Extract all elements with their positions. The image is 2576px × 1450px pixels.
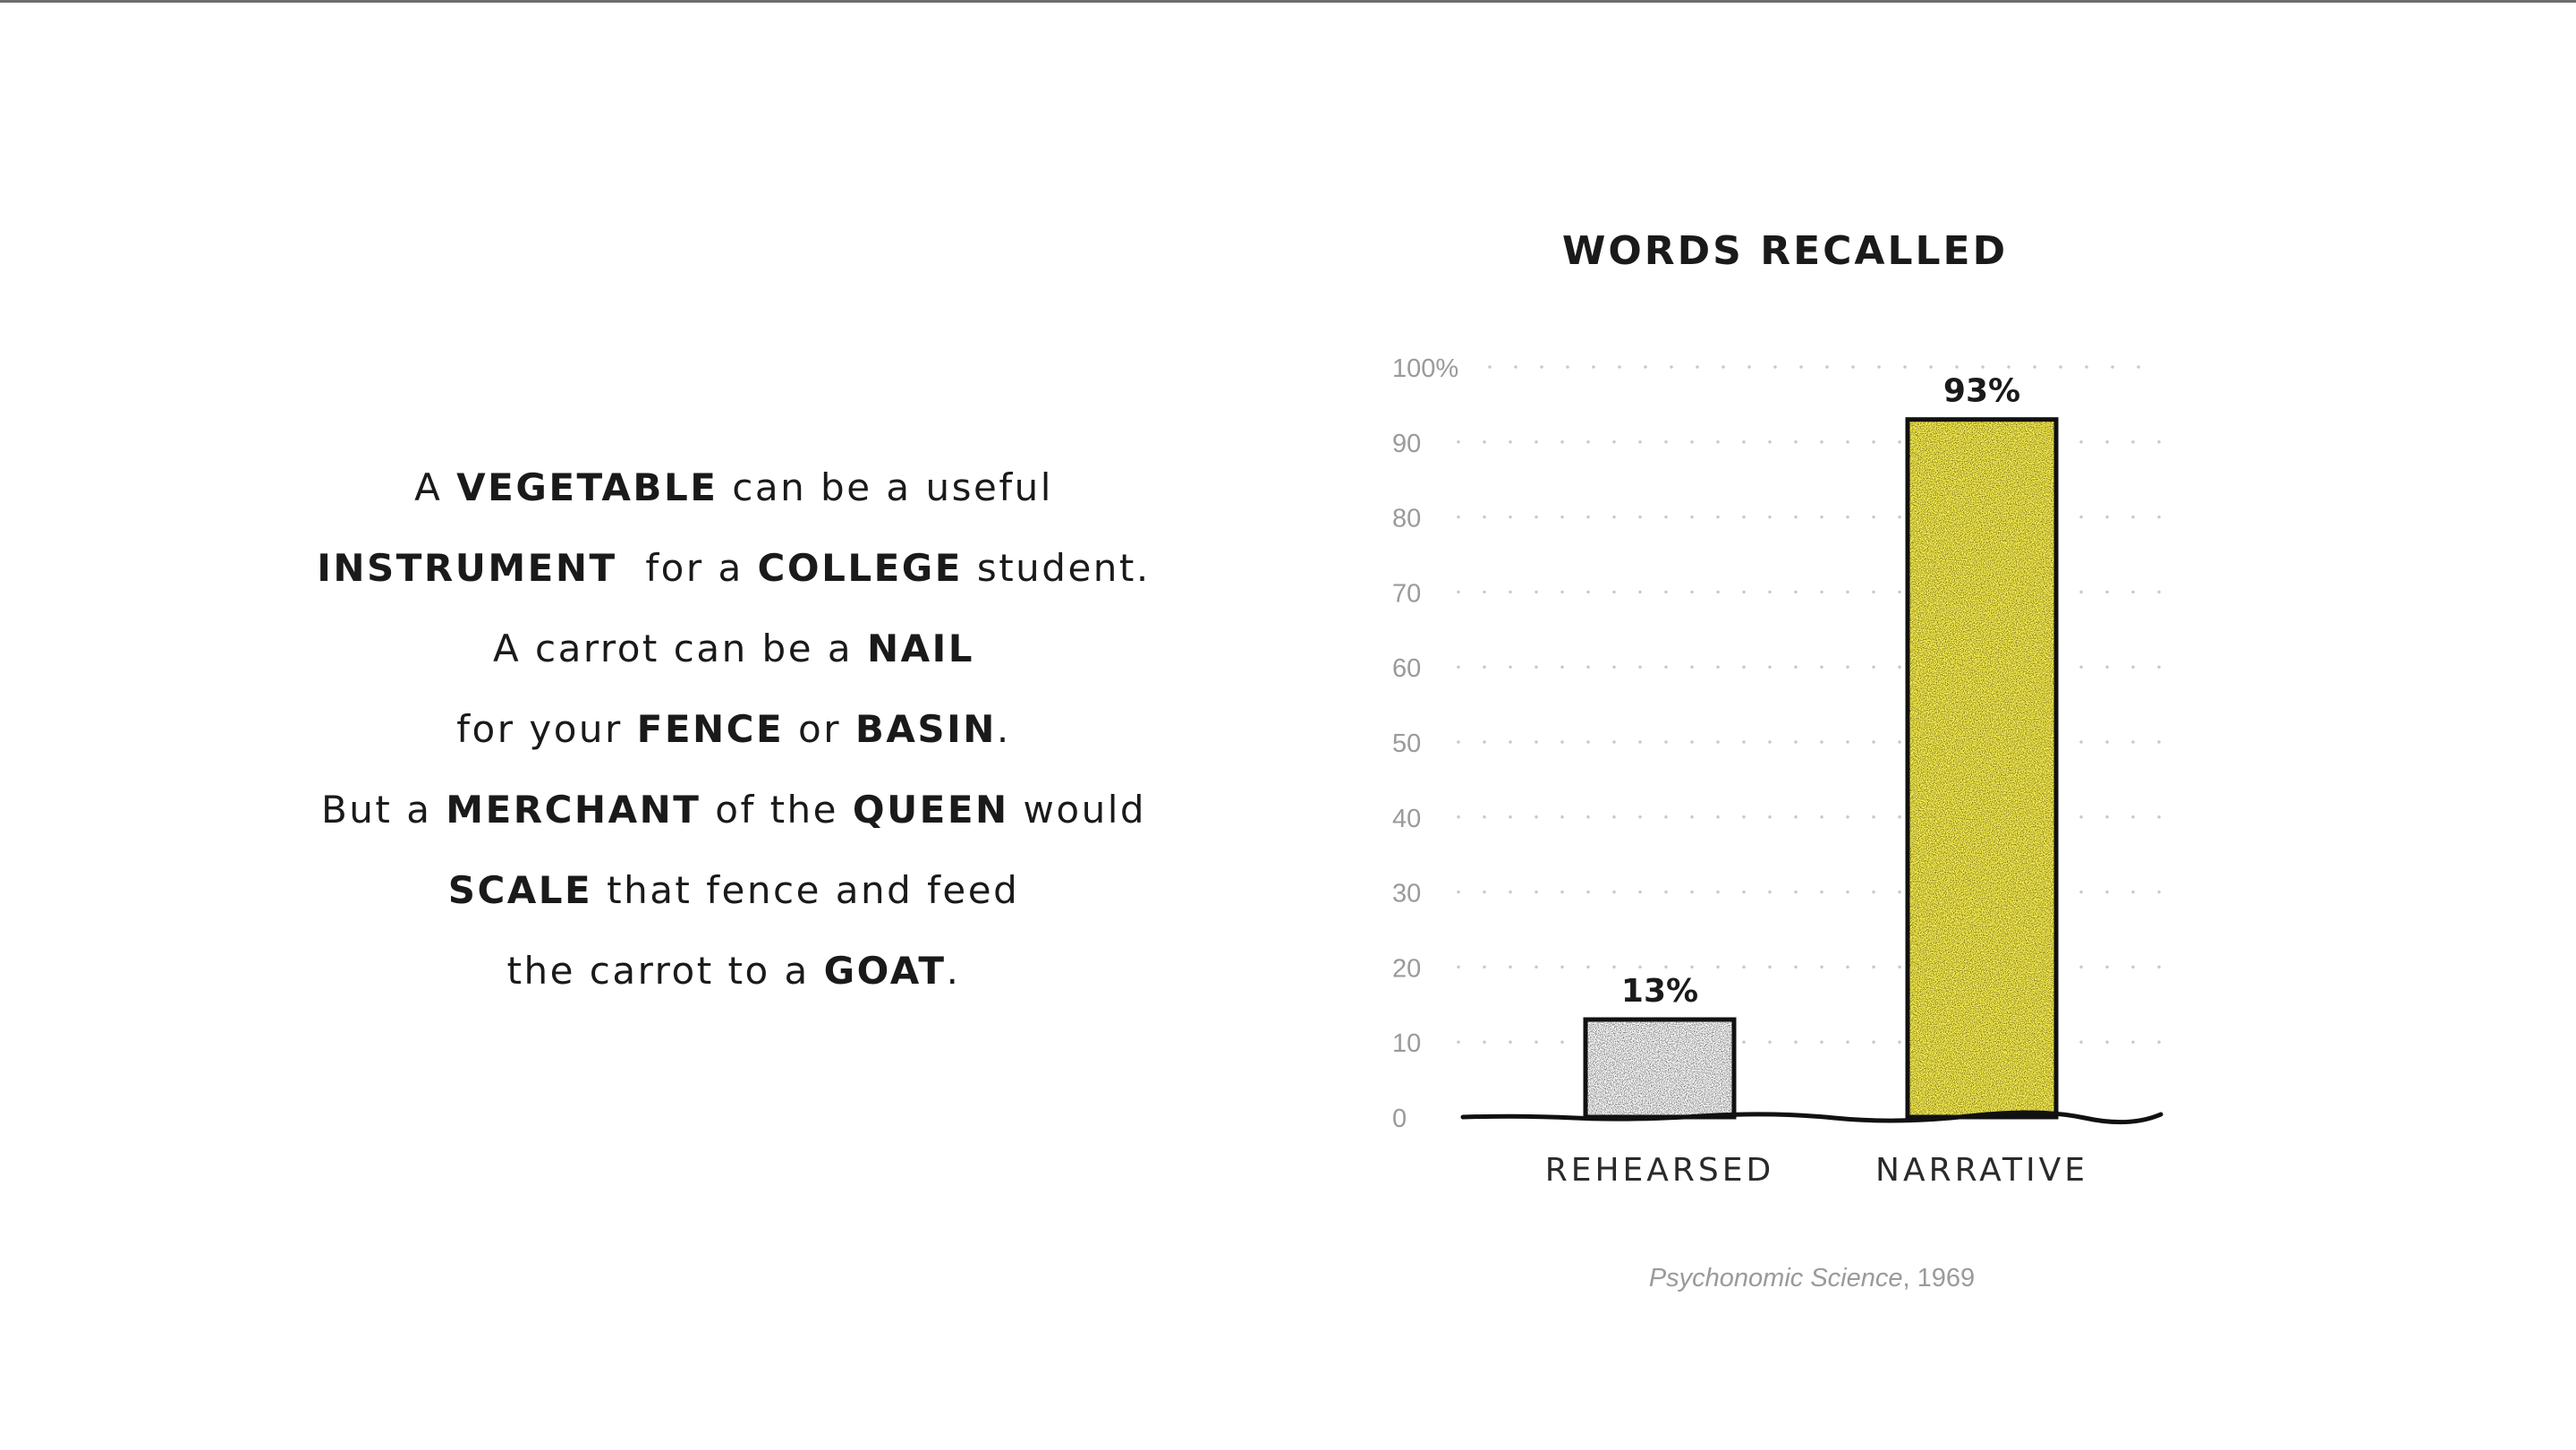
story-keyword: VEGETABLE (456, 465, 718, 509)
story-text-segment: A carrot can be a (492, 627, 867, 670)
story-keyword: QUEEN (852, 788, 1009, 832)
story-text-segment: . (996, 707, 1011, 751)
y-tick-label: 40 (1392, 805, 1421, 833)
bar-rehearsed (1583, 1017, 1737, 1120)
source-journal: Psychonomic Science (1648, 1264, 1903, 1292)
story-text-segment: for a (616, 546, 758, 590)
chart-title: WORDS RECALLED (1561, 228, 2009, 274)
y-tick-label: 90 (1392, 430, 1421, 458)
story-text-segment: of the (701, 788, 853, 832)
y-tick-label: 0 (1392, 1105, 1407, 1133)
x-axis (1460, 1110, 2164, 1125)
bar-texture (1908, 419, 2056, 1117)
y-axis-ticks: 0 10 20 30 40 50 60 70 80 90 100% (1392, 354, 1458, 1133)
y-tick-label: 70 (1392, 579, 1421, 608)
story-keyword: FENCE (636, 707, 785, 751)
story-text-segment: But a (320, 788, 446, 832)
story-keyword: SCALE (447, 868, 593, 912)
category-label: NARRATIVE (1875, 1152, 2088, 1189)
y-tick-label: 30 (1392, 880, 1421, 908)
value-label: 93% (1943, 373, 2020, 410)
story-keyword: MERCHANT (446, 788, 701, 832)
y-tick-label: 20 (1392, 954, 1421, 983)
story-text-segment: would (1008, 788, 1147, 832)
story-text-segment: student. (962, 546, 1151, 590)
story-line: A VEGETABLE can be a useful (259, 448, 1208, 528)
story-text: A VEGETABLE can be a useful INSTRUMENT fo… (259, 448, 1208, 1011)
story-keyword: INSTRUMENT (317, 546, 617, 590)
y-tick-label: 80 (1392, 505, 1421, 533)
story-line: But a MERCHANT of the QUEEN would (259, 770, 1208, 850)
story-keyword: COLLEGE (757, 546, 963, 590)
story-line: the carrot to a GOAT. (259, 931, 1208, 1011)
bar-narrative (1905, 417, 2059, 1120)
top-rule (0, 0, 2576, 3)
baseline (1460, 1110, 2164, 1125)
story-text-segment: the carrot to a (506, 949, 824, 993)
story-line: INSTRUMENT for a COLLEGE student. (259, 528, 1208, 609)
story-keyword: BASIN (854, 707, 997, 751)
source-year: , 1969 (1902, 1264, 1976, 1292)
story-text-segment: A (414, 465, 457, 509)
story-text-segment: for your (456, 707, 637, 751)
category-label: REHEARSED (1545, 1152, 1775, 1189)
story-text-segment: can be a useful (718, 465, 1053, 509)
story-keyword: GOAT (823, 949, 947, 993)
story-keyword: NAIL (867, 627, 975, 670)
value-label: 13% (1621, 973, 1698, 1010)
story-text-segment: that fence and feed (592, 868, 1020, 912)
y-tick-label: 50 (1392, 729, 1421, 758)
y-tick-label: 100% (1392, 354, 1458, 383)
bar-texture (1586, 1019, 1734, 1117)
y-tick-label: 10 (1392, 1029, 1421, 1058)
story-text-segment: or (784, 707, 855, 751)
story-line: A carrot can be a NAIL (259, 609, 1208, 689)
story-line: for your FENCE or BASIN. (259, 689, 1208, 770)
story-line: SCALE that fence and feed (259, 850, 1208, 931)
story-text-segment: . (946, 949, 961, 993)
y-tick-label: 60 (1392, 654, 1421, 683)
source-citation: Psychonomic Science, 1969 (1521, 1264, 2103, 1293)
labels: 13% REHEARSED 93% NARRATIVE (1545, 373, 2088, 1189)
bars (1583, 417, 2059, 1120)
bar-outline (1905, 417, 2059, 1120)
